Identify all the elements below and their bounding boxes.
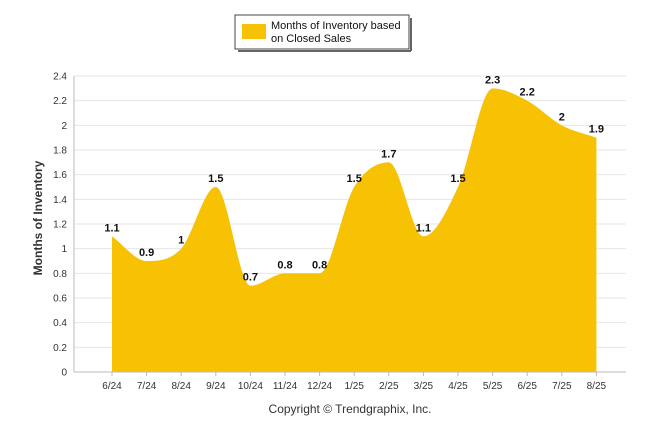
data-label: 2 — [559, 111, 565, 123]
data-label: 1.9 — [589, 124, 604, 136]
x-tick-label: 11/24 — [273, 381, 298, 392]
x-tick-label: 12/24 — [307, 381, 332, 392]
y-tick-label: 2 — [61, 121, 67, 132]
data-label: 2.3 — [485, 74, 500, 86]
copyright-footer: Copyright © Trendgraphix, Inc. — [269, 402, 432, 416]
y-tick-label: 0.8 — [53, 269, 67, 280]
y-tick-label: 0.4 — [53, 318, 67, 329]
x-tick-label: 3/25 — [414, 381, 434, 392]
data-label: 0.9 — [139, 247, 154, 259]
data-labels: 1.1 0.9 1 1.5 0.7 0.8 0.8 1.5 1.7 1.1 1.5 2.3 2.2 2 1.… — [104, 74, 604, 283]
legend-swatch — [242, 24, 266, 39]
data-label: 1.7 — [381, 148, 396, 160]
data-label: 0.8 — [312, 259, 327, 271]
x-tick-label: 1/25 — [344, 381, 364, 392]
series-area — [112, 88, 597, 372]
area-fill — [112, 88, 597, 372]
data-label: 2.2 — [520, 87, 535, 99]
y-axis-ticks: 0 0.2 0.4 0.6 0.8 1 1.2 1.4 1.6 1.8 2 2.2 2.4 — [53, 72, 67, 379]
x-tick-label: 4/25 — [448, 381, 468, 392]
x-tick-label: 8/24 — [171, 381, 191, 392]
x-tick-label: 8/25 — [587, 381, 607, 392]
y-axis-title: Months of Inventory — [31, 160, 45, 275]
y-tick-label: 1.6 — [53, 170, 67, 181]
legend-label-line1: Months of Inventory based — [271, 20, 401, 32]
x-tick-label: 2/25 — [379, 381, 399, 392]
y-tick-label: 2.2 — [53, 96, 67, 107]
y-tick-label: 0.2 — [53, 343, 67, 354]
y-tick-label: 0.6 — [53, 294, 67, 305]
x-tick-label: 6/25 — [517, 381, 537, 392]
y-tick-label: 2.4 — [53, 72, 67, 83]
x-tick-label: 10/24 — [238, 381, 263, 392]
data-label: 0.8 — [277, 259, 292, 271]
x-tick-label: 9/24 — [206, 381, 226, 392]
x-tick-label: 5/25 — [483, 381, 503, 392]
x-tick-label: 6/24 — [102, 381, 122, 392]
y-tick-label: 1.2 — [53, 220, 67, 231]
x-tick-label: 7/25 — [552, 381, 572, 392]
data-label: 1.5 — [208, 173, 223, 185]
data-label: 1.5 — [450, 173, 465, 185]
y-tick-label: 0 — [61, 368, 67, 379]
x-tick-label: 7/24 — [137, 381, 157, 392]
y-tick-label: 1.8 — [53, 146, 67, 157]
data-label: 1.5 — [347, 173, 362, 185]
data-label: 0.7 — [243, 272, 258, 284]
x-axis-ticks: 6/24 7/24 8/24 9/24 10/24 11/24 12/24 1/25 2/25 3… — [102, 372, 607, 392]
data-label: 1 — [178, 235, 184, 247]
y-tick-label: 1.4 — [53, 195, 67, 206]
y-tick-label: 1 — [61, 244, 67, 255]
legend[interactable]: Months of Inventory based on Closed Sale… — [234, 14, 412, 52]
legend-label-line2: on Closed Sales — [271, 33, 352, 45]
data-label: 1.1 — [416, 222, 431, 234]
data-label: 1.1 — [104, 222, 119, 234]
